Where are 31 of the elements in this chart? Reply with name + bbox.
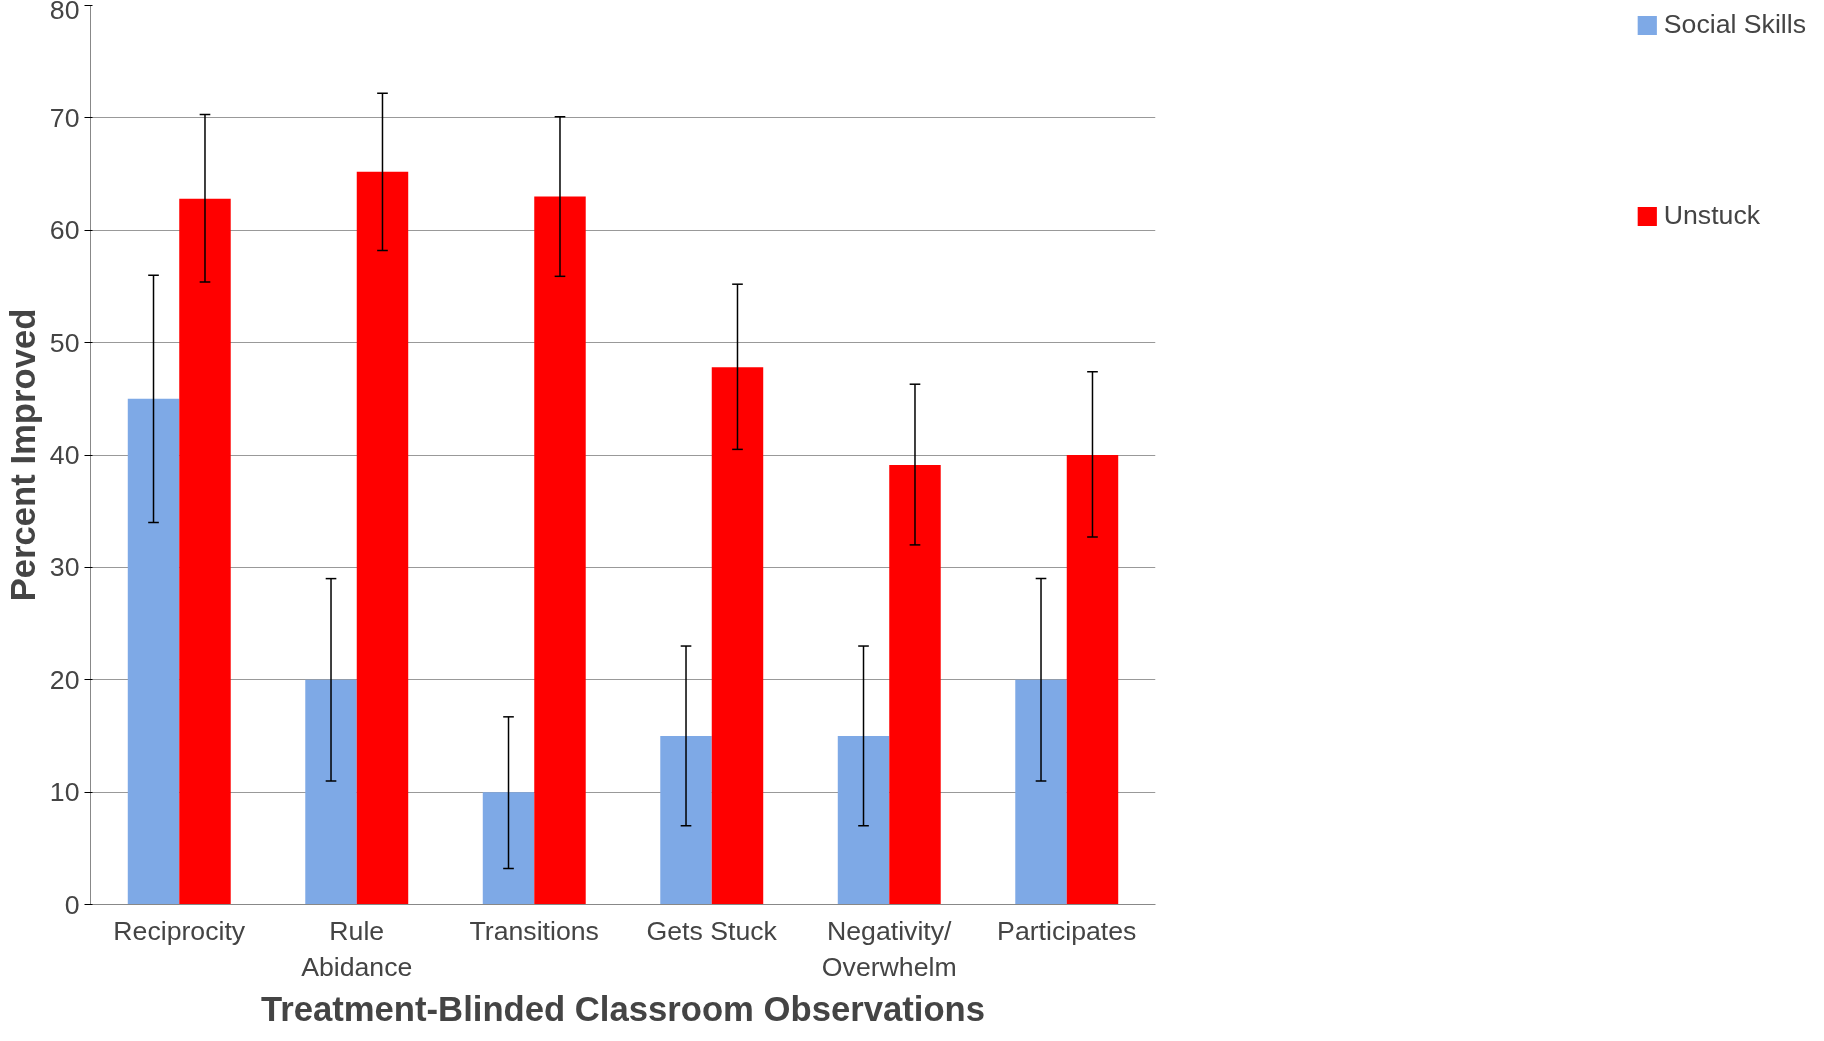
bar — [1015, 679, 1067, 905]
x-tick-label: Rule Abidance — [301, 915, 413, 982]
bar — [356, 171, 409, 905]
legend-label: Social Skills — [1663, 9, 1806, 40]
y-tick-label: 80 — [49, 0, 80, 25]
y-tick-label: 70 — [49, 102, 80, 133]
y-tick-label: 60 — [49, 215, 80, 246]
bar — [534, 196, 586, 905]
x-tick-label: Participates — [997, 915, 1137, 946]
bar — [837, 735, 890, 905]
y-axis-title: Percent Improved — [3, 308, 42, 602]
y-tick-label: 10 — [49, 777, 80, 808]
bar — [482, 792, 535, 905]
x-tick-label: Transitions — [469, 915, 599, 946]
y-tick-label: 50 — [49, 327, 80, 358]
x-axis-title: Treatment-Blinded Classroom Observations — [260, 989, 986, 1028]
x-tick-label: Gets Stuck — [646, 915, 778, 946]
y-tick-label: 0 — [64, 889, 80, 920]
y-tick-label: 20 — [49, 664, 80, 695]
bar — [1066, 455, 1119, 905]
legend-label: Unstuck — [1663, 200, 1761, 231]
bar — [179, 198, 231, 905]
bar — [711, 367, 764, 905]
bar — [127, 398, 180, 905]
x-tick-label: Reciprocity — [113, 915, 246, 946]
y-tick-label: 30 — [49, 552, 80, 583]
bar — [305, 679, 357, 905]
bar — [660, 735, 712, 905]
y-tick-label: 40 — [49, 440, 80, 470]
bar — [889, 465, 941, 905]
x-tick-label: Negativity/ Overwhelm — [821, 915, 957, 982]
